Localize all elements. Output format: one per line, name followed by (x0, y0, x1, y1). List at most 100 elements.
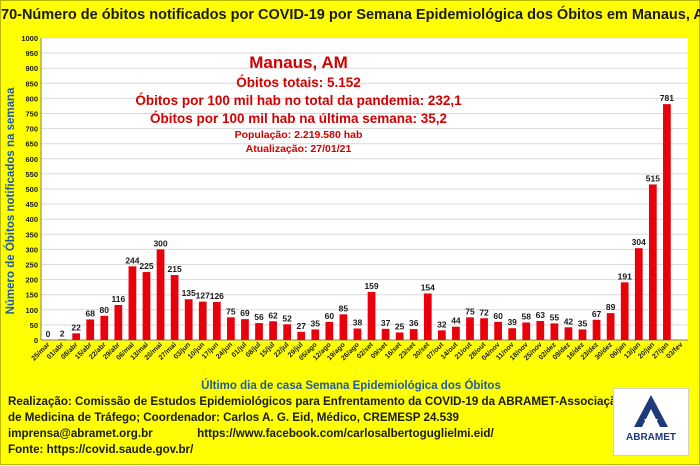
bar (648, 184, 657, 340)
data-label: 27 (296, 321, 306, 331)
bar (409, 329, 418, 340)
y-tick-label: 250 (25, 261, 38, 270)
y-tick-label: 350 (25, 230, 38, 239)
bar (255, 323, 263, 340)
y-tick-label: 100 (25, 306, 38, 315)
y-tick-label: 150 (25, 291, 38, 300)
abramet-logo-text: ABRAMET (626, 432, 676, 443)
bar (578, 329, 587, 340)
bar (381, 328, 390, 340)
bar (283, 324, 292, 340)
bar (72, 333, 81, 340)
bar (564, 327, 573, 340)
bar (227, 317, 235, 340)
data-label: 38 (353, 318, 363, 328)
bar (339, 314, 348, 340)
abramet-logo: ABRAMET (613, 388, 689, 456)
data-label: 37 (381, 318, 391, 328)
data-label: 35 (311, 318, 321, 328)
annotation-per100k-week: Óbitos por 100 mil hab na última semana:… (149, 111, 448, 126)
bar (142, 272, 151, 340)
data-label: 60 (325, 311, 335, 321)
y-tick-label: 0 (34, 336, 38, 345)
bar (466, 317, 474, 340)
bar (423, 293, 432, 340)
data-label: 75 (226, 306, 236, 316)
y-tick-label: 450 (25, 200, 38, 209)
y-tick-label: 700 (25, 125, 38, 134)
data-label: 69 (240, 308, 250, 318)
data-label: 135 (182, 288, 196, 298)
y-tick-label: 1000 (21, 34, 38, 43)
data-label: 2 (60, 328, 65, 338)
y-tick-label: 850 (25, 79, 38, 88)
data-label: 116 (111, 294, 125, 304)
data-label: 75 (465, 306, 475, 316)
bar (592, 319, 601, 340)
y-tick-label: 650 (25, 140, 38, 149)
footer-credits-line2: de Medicina de Tráfego; Coordenador: Car… (8, 411, 459, 424)
data-label: 42 (564, 316, 574, 326)
data-label: 60 (493, 311, 503, 321)
y-tick-label: 400 (25, 215, 38, 224)
data-label: 56 (254, 312, 264, 322)
y-tick-label: 600 (25, 155, 38, 164)
data-label: 215 (168, 264, 182, 274)
bar (311, 329, 320, 340)
annotation-update: Atualização: 27/01/21 (245, 143, 352, 155)
data-label: 515 (646, 173, 660, 183)
data-label: 63 (536, 310, 546, 320)
annotation-total-deaths: Óbitos totais: 5.152 (236, 75, 361, 90)
y-axis-label-wrap: Número de Óbitos notificados na semana (3, 61, 19, 341)
y-tick-label: 800 (25, 94, 38, 103)
data-label: 36 (409, 318, 419, 328)
bar (452, 326, 460, 340)
footer-credits-line1: Realização: Comissão de Estudos Epidemio… (8, 395, 680, 408)
bar (494, 321, 502, 340)
bar (620, 282, 629, 340)
bar (198, 301, 207, 340)
bar (634, 248, 643, 340)
data-label: 25 (395, 321, 405, 331)
y-tick-label: 950 (25, 49, 38, 58)
data-label: 781 (660, 93, 674, 103)
bar (550, 323, 559, 340)
bar (184, 299, 193, 340)
bar (100, 315, 109, 340)
footer-contacts: imprensa@abramet.org.br https://www.face… (8, 427, 494, 440)
bar (663, 104, 671, 340)
annotation-location: Manaus, AM (249, 53, 348, 72)
data-label: 58 (522, 311, 532, 321)
y-axis-label: Número de Óbitos notificados na semana (5, 87, 17, 315)
data-label: 62 (268, 310, 278, 320)
data-label: 72 (479, 307, 489, 317)
bar (522, 322, 531, 340)
data-label: 52 (282, 313, 292, 323)
bar (241, 319, 249, 340)
data-label: 304 (632, 237, 646, 247)
footer-facebook-link[interactable]: https://www.facebook.com/carlosalbertogu… (197, 427, 494, 440)
bar (536, 320, 545, 340)
y-tick-label: 900 (25, 64, 38, 73)
data-label: 127 (196, 291, 210, 301)
bar (480, 318, 488, 340)
y-tick-label: 50 (30, 321, 38, 330)
bar (128, 266, 137, 340)
data-label: 35 (578, 318, 588, 328)
y-tick-label: 500 (25, 185, 38, 194)
bar (156, 249, 165, 340)
bar (508, 328, 517, 340)
data-label: 300 (153, 238, 167, 248)
footer-source: Fonte: https://covid.saude.gov.br/ (8, 443, 194, 456)
data-label: 55 (550, 312, 560, 322)
footer-email[interactable]: imprensa@abramet.org.br (8, 427, 153, 440)
bar (170, 275, 179, 340)
y-tick-label: 750 (25, 110, 38, 119)
data-label: 39 (507, 317, 517, 327)
bar (58, 339, 66, 340)
data-label: 68 (85, 308, 95, 318)
bar (269, 321, 277, 340)
y-tick-label: 550 (25, 170, 38, 179)
data-label: 32 (437, 319, 447, 329)
data-label: 126 (210, 291, 224, 301)
